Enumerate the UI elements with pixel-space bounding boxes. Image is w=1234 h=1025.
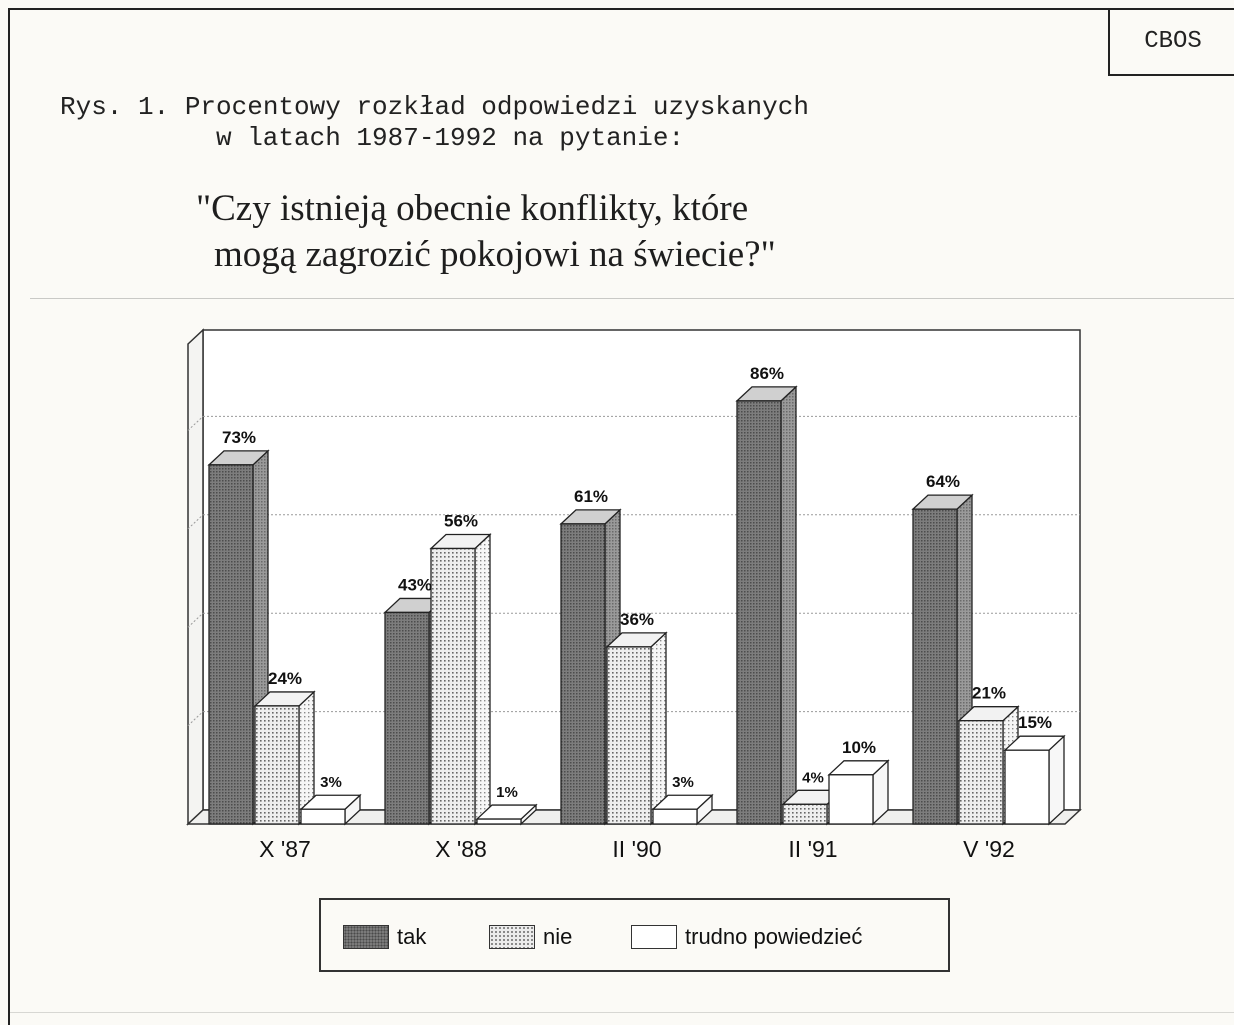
bar-tak-3 [735,385,798,826]
frame-top-border [8,8,1234,10]
bar-front [560,523,606,825]
value-label-tak-2: 61% [574,487,608,506]
value-label-nie-4: 21% [972,684,1006,703]
value-label-trudno-powiedzie-3: 10% [842,738,876,757]
legend-swatch-tak [343,925,389,949]
legend-item-nie: nie [489,924,572,950]
gridline-side [187,514,204,530]
value-label-trudno-powiedzie-0: 3% [320,774,342,791]
question-line-2: mogą zagrozić pokojowi na świecie?" [214,234,776,275]
x-tick-label-2: II '90 [612,836,661,862]
figure-caption: Rys. 1. Procentowy rozkład odpowiedzi uz… [60,92,809,154]
bar-nie-1 [429,532,492,826]
bar-front [384,611,430,825]
gridline-side [187,612,204,628]
bar-front [912,508,958,825]
value-label-nie-2: 36% [620,610,654,629]
chart-legend: tak nie trudno powiedzieć [319,898,950,972]
bar-nie-0 [253,690,316,826]
legend-swatch-nie [489,925,535,949]
value-label-trudno-powiedzie-4: 15% [1018,713,1052,732]
bottom-rule [10,1012,1234,1013]
bar-front [828,774,874,825]
frame-left-border [8,8,10,1025]
legend-item-trudno: trudno powiedzieć [631,924,862,950]
bar-trudno-powiedzie-2 [651,793,714,826]
bar-front [254,705,300,825]
bar-front [606,646,652,825]
bar-trudno-powiedzie-1 [475,803,538,826]
bar-front [652,808,698,825]
x-tick-label-4: V '92 [963,836,1015,862]
caption-line-2: w latach 1987-1992 na pytanie: [216,123,685,153]
bar-nie-2 [605,631,668,826]
value-label-nie-3: 4% [802,769,824,786]
caption-line-1: Rys. 1. Procentowy rozkład odpowiedzi uz… [60,92,809,122]
legend-swatch-trudno [631,925,677,949]
gridline-side [187,416,204,431]
question-line-1: "Czy istnieją obecnie konflikty, które [196,188,749,229]
legend-label-tak: tak [397,924,427,949]
bar-side [780,385,797,826]
value-label-tak-0: 73% [222,428,256,447]
value-label-trudno-powiedzie-1: 1% [496,784,518,801]
legend-item-tak: tak [343,924,426,950]
x-tick-label-0: X '87 [259,836,311,862]
chart-left-wall [187,328,204,826]
value-label-nie-0: 24% [268,669,302,688]
bar-front [476,818,522,825]
bar-front [1004,749,1050,825]
bar-trudno-powiedzie-3 [827,759,890,826]
bar-nie-4 [957,705,1020,826]
divider-rule [30,298,1234,299]
gridline-side [187,711,204,726]
bar-trudno-powiedzie-0 [299,793,362,826]
x-tick-label-3: II '91 [788,836,837,862]
bar-trudno-powiedzie-4 [1003,734,1066,826]
value-label-tak-3: 86% [750,364,784,383]
value-label-trudno-powiedzie-2: 3% [672,774,694,791]
value-label-tak-4: 64% [926,472,960,491]
value-label-nie-1: 56% [444,511,478,530]
bar-side [474,532,491,826]
legend-label-nie: nie [543,924,573,949]
bar-front [430,547,476,825]
legend-label-trudno: trudno powiedzieć [685,924,863,949]
value-label-tak-1: 43% [398,575,432,594]
bar-front [782,803,828,825]
cbos-badge: CBOS [1108,8,1234,76]
survey-question: "Czy istnieją obecnie konflikty, które m… [196,186,776,278]
bar-side [1048,734,1065,826]
bar-front [300,808,346,825]
x-tick-label-1: X '88 [435,836,487,862]
bar-side [650,631,667,826]
bar-front [208,464,254,825]
bar-front [958,720,1004,825]
bar-front [736,400,782,825]
